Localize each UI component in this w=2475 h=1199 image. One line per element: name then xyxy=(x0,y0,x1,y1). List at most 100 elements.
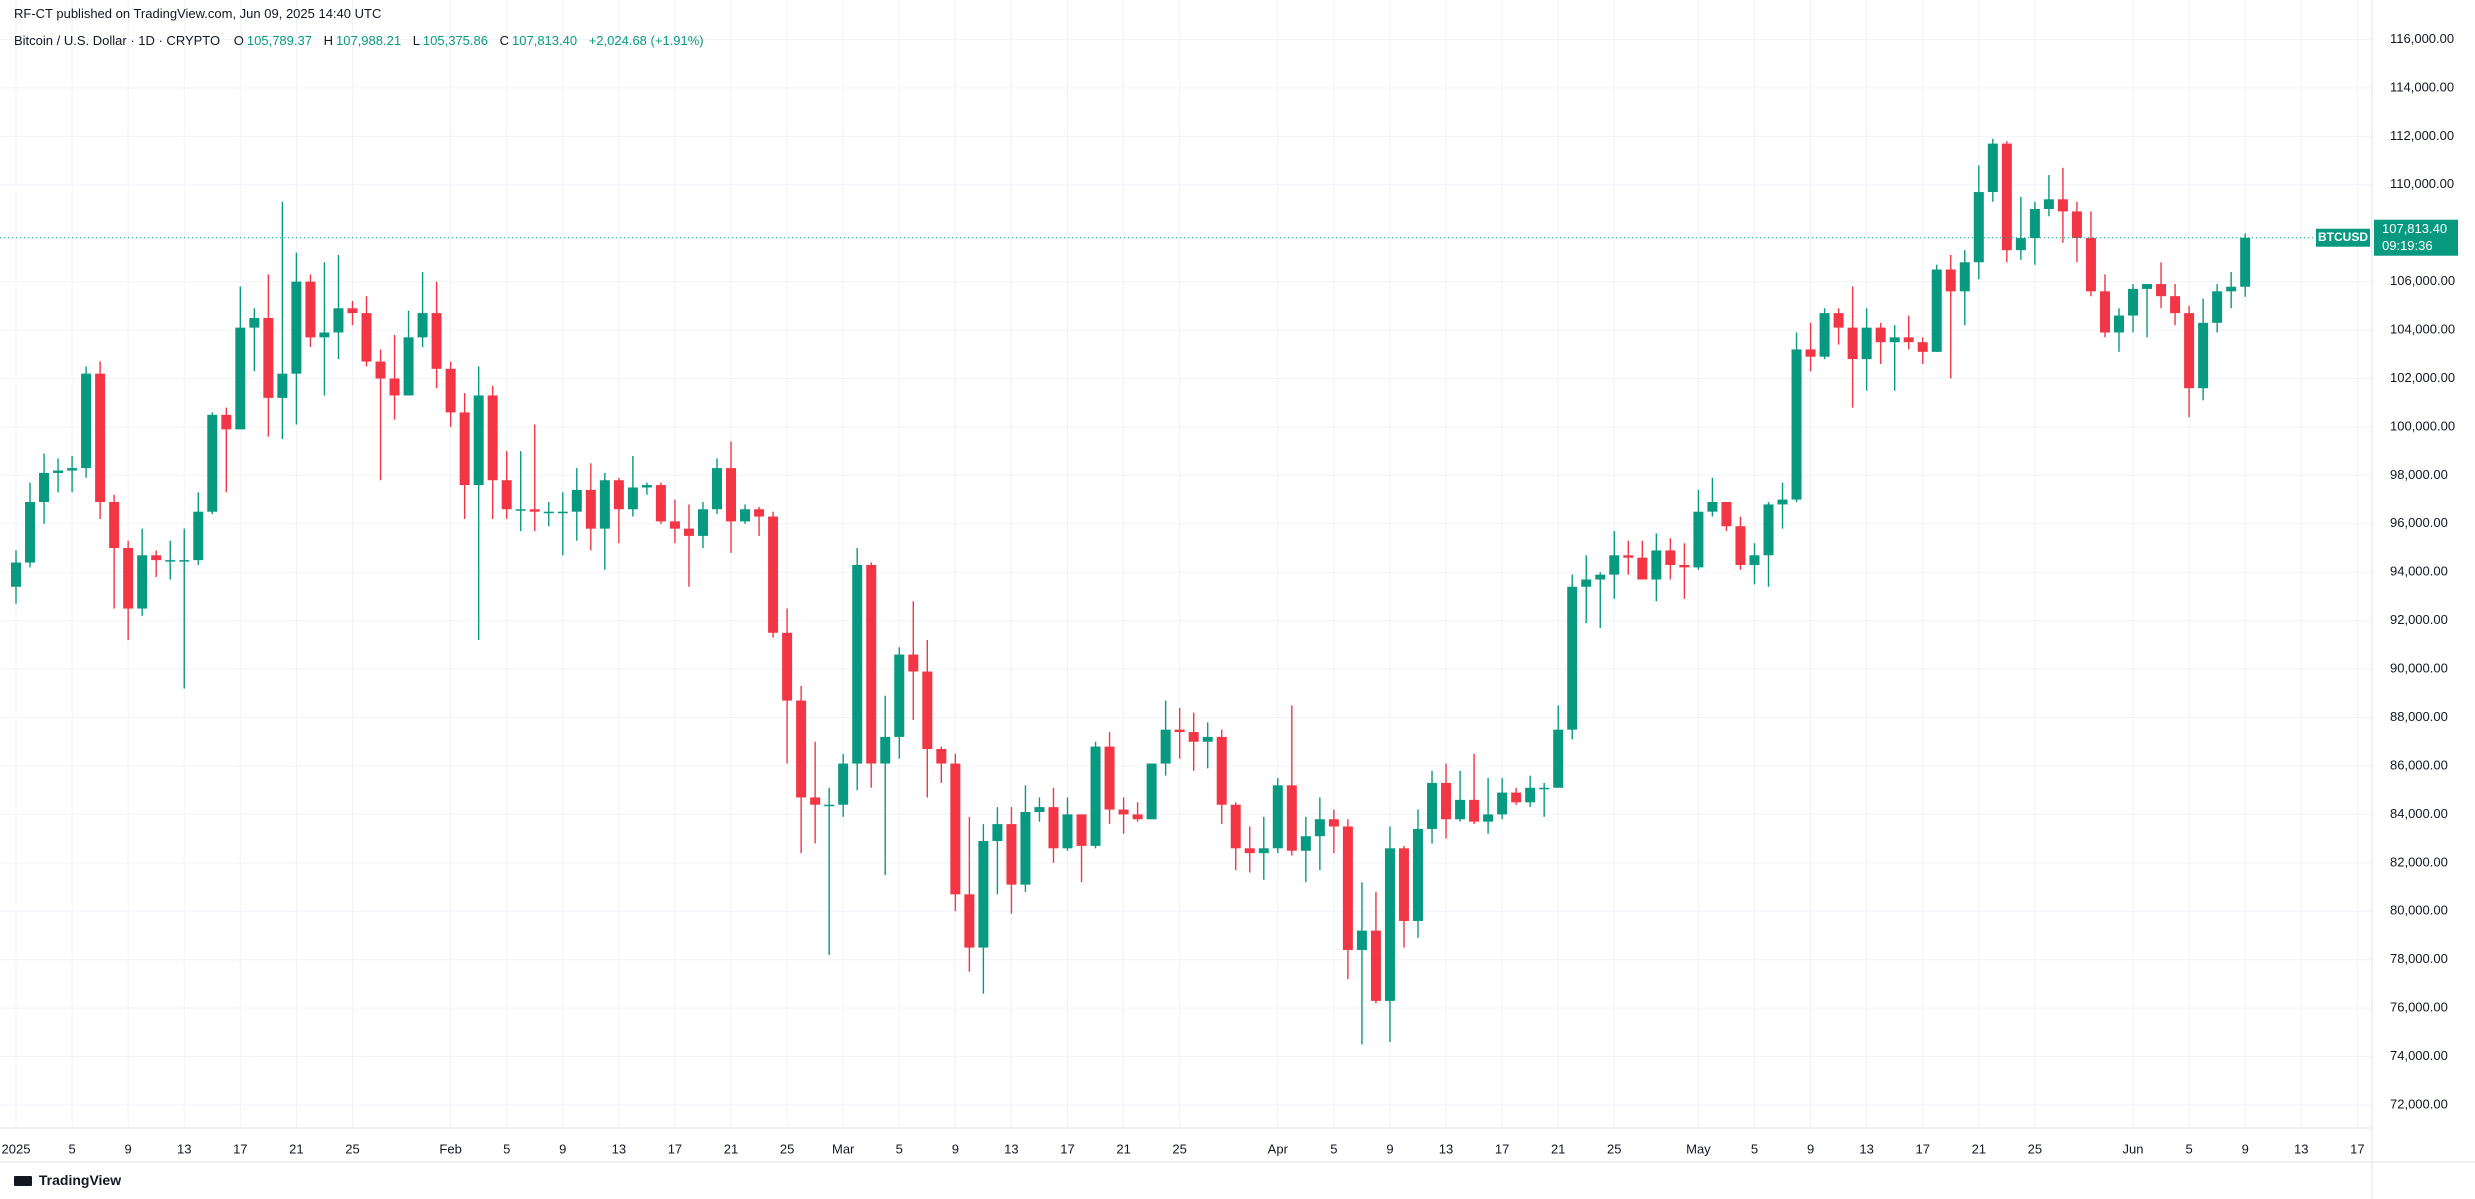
candle-body xyxy=(1525,787,1536,803)
candle-body xyxy=(1104,746,1115,810)
x-tick-label: 13 xyxy=(612,1141,626,1156)
candle-body xyxy=(2156,284,2167,297)
candle-body xyxy=(768,516,779,633)
candle-body xyxy=(2043,199,2054,209)
candle-body xyxy=(824,804,835,807)
brand-logo xyxy=(14,1176,32,1187)
candle-body xyxy=(347,308,358,314)
candle-body xyxy=(473,395,484,486)
candle-body xyxy=(1427,782,1438,829)
candle-body xyxy=(1539,787,1550,790)
x-tick-label: 13 xyxy=(1859,1141,1873,1156)
o-key: O xyxy=(233,33,244,48)
candle-body xyxy=(319,332,330,338)
x-tick-label: Apr xyxy=(1268,1141,1289,1156)
x-tick-label: 21 xyxy=(1972,1141,1986,1156)
candle-body xyxy=(1735,526,1746,565)
change: +2,024.68 (+1.91%) xyxy=(588,33,704,48)
y-tick-label: 84,000.00 xyxy=(2390,806,2448,821)
candle-body xyxy=(1300,836,1311,851)
symbol-tag-bg xyxy=(2316,228,2370,247)
x-tick-label: May xyxy=(1686,1141,1711,1156)
x-tick-label: 9 xyxy=(125,1141,132,1156)
y-tick-label: 100,000.00 xyxy=(2390,418,2455,433)
candle-body xyxy=(2184,313,2195,389)
y-tick-label: 78,000.00 xyxy=(2390,951,2448,966)
candle-body xyxy=(151,555,162,561)
candle-body xyxy=(1623,555,1634,558)
x-tick-label: 5 xyxy=(896,1141,903,1156)
candle-body xyxy=(950,763,961,895)
candle-body xyxy=(1721,502,1732,527)
candle-body xyxy=(1020,811,1031,885)
candle-body xyxy=(1384,848,1395,1001)
candle-body xyxy=(1146,763,1157,820)
x-tick-label: 25 xyxy=(780,1141,794,1156)
x-tick-label: 9 xyxy=(1386,1141,1393,1156)
x-tick-label: 9 xyxy=(952,1141,959,1156)
candle-body xyxy=(1693,511,1704,568)
candle-body xyxy=(992,824,1003,842)
candle-body xyxy=(1202,736,1213,742)
candle-body xyxy=(1370,930,1381,1001)
c-value: 107,813.40 xyxy=(512,33,578,48)
candle-body xyxy=(1497,792,1508,815)
candle-body xyxy=(1679,564,1690,568)
candle-body xyxy=(1413,828,1423,921)
candle-body xyxy=(2128,288,2139,316)
candle-body xyxy=(880,736,891,764)
candle-body xyxy=(1651,550,1662,580)
candle-body xyxy=(1959,262,1970,292)
candle-body xyxy=(501,480,512,510)
candle-body xyxy=(894,654,905,737)
x-tick-label: 13 xyxy=(1004,1141,1018,1156)
candle-body xyxy=(1945,269,1956,292)
candle-body xyxy=(1567,586,1578,730)
candle-body xyxy=(165,560,176,562)
y-tick-label: 74,000.00 xyxy=(2390,1048,2448,1063)
candle-body xyxy=(179,560,190,562)
candle-body xyxy=(2001,143,2012,251)
candle-body xyxy=(67,468,78,471)
candle-body xyxy=(1903,337,1914,343)
y-tick-label: 96,000.00 xyxy=(2390,515,2448,530)
candle-body xyxy=(1076,814,1087,846)
x-tick-label: 21 xyxy=(1551,1141,1565,1156)
x-tick-label: 17 xyxy=(1060,1141,1074,1156)
candle-body xyxy=(627,487,638,510)
candle-body xyxy=(571,489,582,512)
candle-body xyxy=(1833,313,1844,328)
x-tick-label: 9 xyxy=(2242,1141,2249,1156)
candle-body xyxy=(2085,238,2096,292)
x-tick-label: 5 xyxy=(503,1141,510,1156)
candle-body xyxy=(123,548,134,609)
candle-body xyxy=(978,841,989,948)
x-tick-label: 13 xyxy=(1439,1141,1453,1156)
x-tick-label: 17 xyxy=(1915,1141,1929,1156)
candle-body xyxy=(1665,550,1676,565)
candle-body xyxy=(305,281,316,338)
candle-body xyxy=(529,509,540,512)
candle-body xyxy=(2226,286,2237,292)
candle-body xyxy=(137,555,148,609)
candle-body xyxy=(1006,824,1017,885)
candle-body xyxy=(333,308,344,333)
y-tick-label: 106,000.00 xyxy=(2390,273,2455,288)
l-key: L xyxy=(412,33,420,48)
y-tick-label: 92,000.00 xyxy=(2390,612,2448,627)
candle-body xyxy=(235,327,246,430)
candle-body xyxy=(1987,143,1998,193)
candle-body xyxy=(1581,579,1592,587)
price-tag-bg xyxy=(2374,219,2458,256)
candle-body xyxy=(389,378,400,396)
x-tick-label: 9 xyxy=(1807,1141,1814,1156)
candle-body xyxy=(1356,930,1367,951)
x-tick-label: 21 xyxy=(1116,1141,1130,1156)
candle-body xyxy=(39,472,50,503)
publisher: RF-CT published on TradingView.com, Jun … xyxy=(14,6,382,21)
candle-body xyxy=(1819,313,1830,357)
candle-body xyxy=(95,373,106,503)
candle-body xyxy=(1511,792,1522,803)
candle-body xyxy=(1090,746,1101,846)
